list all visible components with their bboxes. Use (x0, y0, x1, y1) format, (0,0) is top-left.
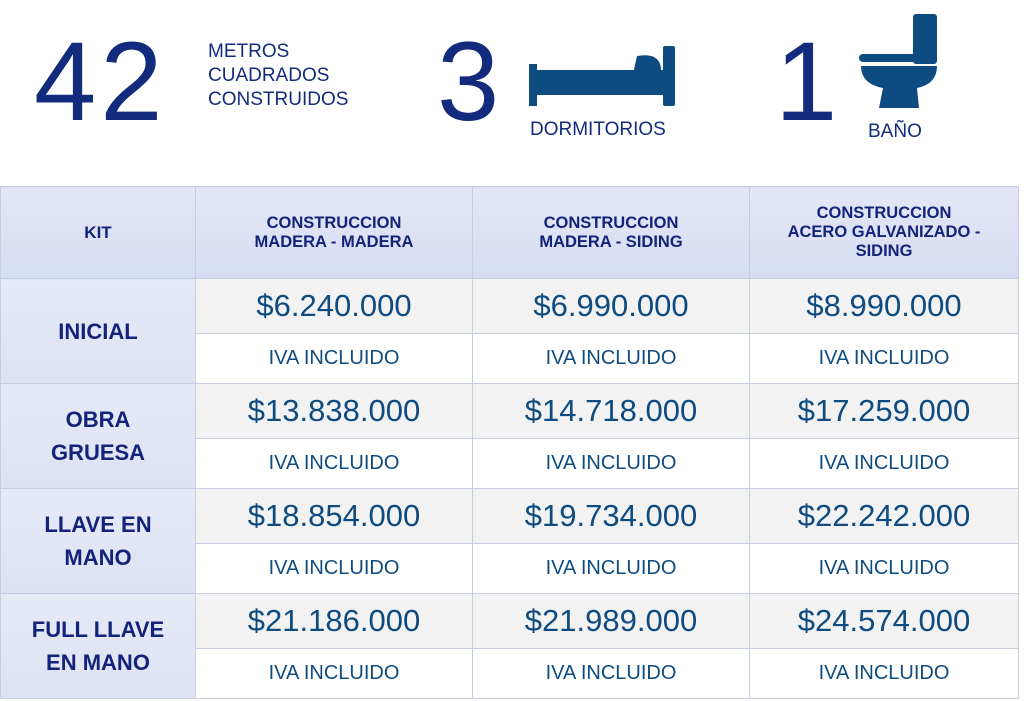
price-cell: $17.259.000 (749, 383, 1019, 439)
area-label-line: CONSTRUIDOS (208, 89, 349, 110)
bedrooms-number: 3 (437, 19, 500, 144)
tax-note-cell: IVA INCLUIDO (195, 438, 473, 489)
kit-name-cell: INICIAL (0, 278, 196, 384)
price-cell: $21.186.000 (195, 593, 473, 649)
price-cell: $24.574.000 (749, 593, 1019, 649)
table-row-note: IVA INCLUIDO IVA INCLUIDO IVA INCLUIDO (1, 648, 1019, 699)
kit-name-cell: OBRA GRUESA (0, 383, 196, 489)
kit-name-cell: FULL LLAVE EN MANO (0, 593, 196, 699)
table-row-note: IVA INCLUIDO IVA INCLUIDO IVA INCLUIDO (1, 333, 1019, 384)
tax-note-cell: IVA INCLUIDO (195, 543, 473, 594)
tax-note-cell: IVA INCLUIDO (749, 543, 1019, 594)
bedrooms-label: DORMITORIOS (530, 119, 666, 140)
table-row-price: OBRA GRUESA $13.838.000 $14.718.000 $17.… (0, 383, 1019, 489)
price-cell: $22.242.000 (749, 488, 1019, 544)
column-header-madera-madera: CONSTRUCCION MADERA - MADERA (195, 186, 473, 279)
price-table: KIT CONSTRUCCION MADERA - MADERA CONSTRU… (0, 186, 1019, 699)
bathrooms-number: 1 (775, 19, 838, 144)
price-cell: $13.838.000 (195, 383, 473, 439)
column-header-acero-siding: CONSTRUCCION ACERO GALVANIZADO - SIDING (749, 186, 1019, 279)
table-row-price: INICIAL $6.240.000 $6.990.000 $8.990.000 (0, 278, 1019, 384)
tax-note-cell: IVA INCLUIDO (749, 438, 1019, 489)
table-row-note: IVA INCLUIDO IVA INCLUIDO IVA INCLUIDO (1, 438, 1019, 489)
price-cell: $14.718.000 (472, 383, 750, 439)
column-header-kit: KIT (0, 186, 196, 279)
kit-name-cell: LLAVE EN MANO (0, 488, 196, 594)
area-label-line: METROS (208, 41, 290, 62)
price-cell: $19.734.000 (472, 488, 750, 544)
tax-note-cell: IVA INCLUIDO (472, 648, 750, 699)
tax-note-cell: IVA INCLUIDO (472, 333, 750, 384)
tax-note-cell: IVA INCLUIDO (749, 333, 1019, 384)
area-label: METROS CUADRADOS CONSTRUIDOS (208, 40, 408, 112)
tax-note-cell: IVA INCLUIDO (195, 648, 473, 699)
price-cell: $21.989.000 (472, 593, 750, 649)
tax-note-cell: IVA INCLUIDO (472, 438, 750, 489)
table-row-price: FULL LLAVE EN MANO $21.186.000 $21.989.0… (0, 593, 1019, 699)
tax-note-cell: IVA INCLUIDO (472, 543, 750, 594)
table-row-note: IVA INCLUIDO IVA INCLUIDO IVA INCLUIDO (1, 543, 1019, 594)
table-header-row: KIT CONSTRUCCION MADERA - MADERA CONSTRU… (0, 186, 1019, 279)
bed-icon (529, 46, 677, 106)
price-cell: $6.240.000 (195, 278, 473, 334)
area-label-line: CUADRADOS (208, 65, 330, 86)
column-header-madera-siding: CONSTRUCCION MADERA - SIDING (472, 186, 750, 279)
table-row-price: LLAVE EN MANO $18.854.000 $19.734.000 $2… (0, 488, 1019, 594)
bathrooms-label: BAÑO (868, 121, 922, 142)
price-cell: $18.854.000 (195, 488, 473, 544)
tax-note-cell: IVA INCLUIDO (749, 648, 1019, 699)
area-number: 42 (34, 19, 167, 144)
tax-note-cell: IVA INCLUIDO (195, 333, 473, 384)
price-cell: $8.990.000 (749, 278, 1019, 334)
price-cell: $6.990.000 (472, 278, 750, 334)
toilet-icon (857, 14, 939, 110)
